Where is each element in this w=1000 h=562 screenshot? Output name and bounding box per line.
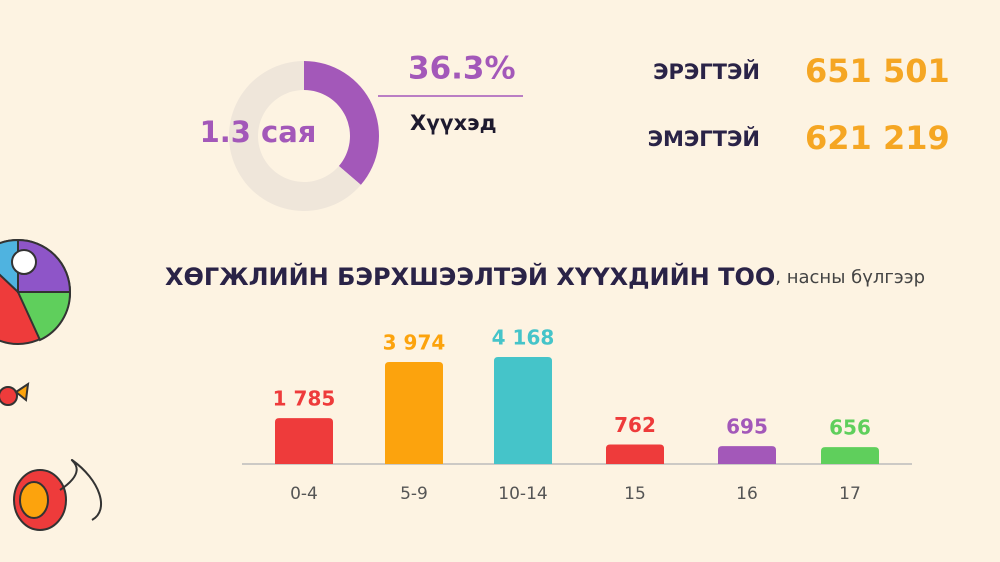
x-tick-label: 0-4	[290, 484, 318, 504]
ball-decoration	[0, 238, 72, 345]
bar	[275, 418, 333, 464]
x-tick-label: 15	[624, 484, 646, 504]
center-label: 1.3 сая	[200, 115, 317, 149]
donut-segment	[304, 61, 379, 185]
chart-title-line: ХӨГЖЛИЙН БЭРХШЭЭЛТЭЙ ХҮҮХДИЙН ТОО, насны…	[165, 262, 925, 291]
x-tick-label: 16	[736, 484, 758, 504]
bar	[606, 444, 664, 464]
chart-title: ХӨГЖЛИЙН БЭРХШЭЭЛТЭЙ ХҮҮХДИЙН ТОО	[165, 262, 775, 291]
value-label: 1 785	[273, 387, 336, 411]
x-tick-label: 5-9	[400, 484, 428, 504]
stat-value: 621 219	[805, 119, 950, 157]
value-label: 762	[614, 413, 656, 437]
chart-subtitle: , насны бүлгээр	[775, 267, 925, 288]
candy-decoration	[0, 381, 30, 406]
donut-segment	[229, 61, 361, 211]
bar	[718, 446, 776, 464]
segment-label: Хүүхэд	[410, 111, 497, 135]
bar	[821, 447, 879, 464]
value-label: 656	[829, 416, 871, 440]
bar	[494, 357, 552, 464]
stat-value: 651 501	[805, 52, 950, 90]
stats: ЭРЭГТЭЙ 651 501 ЭМЭГТЭЙ 621 219	[648, 52, 950, 157]
value-label: 695	[726, 415, 768, 439]
bar	[385, 361, 443, 464]
yoyo-decoration	[13, 458, 102, 531]
value-label: 4 168	[492, 326, 555, 350]
value-label: 36.3%	[408, 51, 516, 87]
stat-label: ЭРЭГТЭЙ	[653, 59, 760, 84]
value-label: 3 974	[383, 330, 446, 354]
x-tick-label: 17	[839, 484, 861, 504]
x-tick-label: 10-14	[498, 484, 547, 504]
stat-label: ЭМЭГТЭЙ	[648, 126, 760, 151]
